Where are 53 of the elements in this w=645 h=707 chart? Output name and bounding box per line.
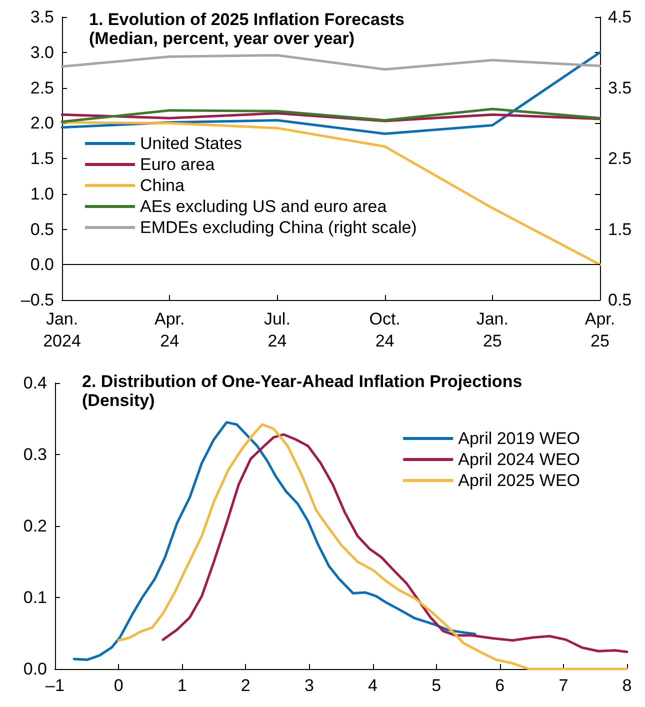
- y-tick-label: 0.1: [23, 588, 47, 607]
- y-tick-label: 0.0: [30, 255, 54, 274]
- line-series: [60, 51, 602, 135]
- y2-tick-label: 1.5: [608, 220, 632, 239]
- legend-label: AEs excluding US and euro area: [140, 197, 388, 216]
- y2-tick-label: 4.5: [608, 8, 632, 26]
- y2-tick-label: 2.5: [608, 149, 632, 168]
- chart-title: 2. Distribution of One-Year-Ahead Inflation Projections: [82, 372, 522, 391]
- x-tick-label: 6: [495, 676, 505, 695]
- x-tick-label: 5: [432, 676, 442, 695]
- line-series: [60, 108, 602, 123]
- line-series: [60, 54, 602, 71]
- line-series: [162, 433, 628, 654]
- y-tick-label: 2.5: [30, 78, 54, 98]
- x-tick-label: Oct. 24: [369, 310, 400, 350]
- x-tick-label: Apr. 24: [154, 310, 185, 350]
- legend-label: EMDEs excluding China (right scale): [140, 218, 417, 237]
- legend-label: April 2024 WEO: [458, 450, 580, 469]
- y-tick-label: 2.0: [30, 114, 54, 133]
- legend-label: April 2019 WEO: [458, 429, 580, 448]
- x-tick-label: 8: [622, 676, 632, 695]
- y-tick-label: 0.3: [23, 445, 47, 464]
- x-tick-label: Jan. 25: [476, 310, 508, 350]
- x-tick-label: 2: [240, 676, 250, 695]
- y-tick-label: 0.5: [30, 220, 54, 239]
- text: (Median, percent, year over year): [89, 29, 355, 48]
- y-tick-label: 3.5: [30, 8, 54, 26]
- text: (Density): [82, 391, 155, 410]
- x-tick-label: Jul. 24: [264, 310, 290, 350]
- x-tick-label: Jan. 2024: [43, 310, 81, 350]
- line-series: [60, 121, 602, 266]
- y-tick-label: 0.2: [23, 516, 47, 536]
- x-tick-label: 7: [558, 676, 568, 695]
- y-tick-label: 3.0: [30, 42, 54, 62]
- y-tick-label: 1.5: [30, 149, 54, 168]
- x-tick-label: 4: [368, 676, 378, 695]
- x-tick-label: –1: [46, 676, 64, 695]
- y2-tick-label: 3.5: [608, 78, 632, 98]
- y-tick-label: 1.0: [30, 184, 54, 204]
- line-series: [117, 423, 628, 670]
- legend-label: Euro area: [140, 155, 216, 174]
- x-tick-label: 3: [304, 676, 314, 695]
- legend-label: China: [140, 176, 185, 195]
- legend-label: April 2025 WEO: [458, 471, 580, 490]
- y-tick-label: –0.5: [20, 290, 54, 310]
- x-tick-label: 1: [177, 676, 187, 695]
- y-tick-label: 0.4: [23, 374, 47, 392]
- chart-title: 1. Evolution of 2025 Inflation Forecasts: [89, 10, 405, 29]
- x-tick-label: Apr. 25: [584, 310, 616, 350]
- y2-tick-label: 0.5: [608, 290, 632, 310]
- legend-label: United States: [140, 134, 242, 153]
- y-tick-label: 0.0: [23, 660, 47, 678]
- x-tick-label: 0: [114, 676, 124, 695]
